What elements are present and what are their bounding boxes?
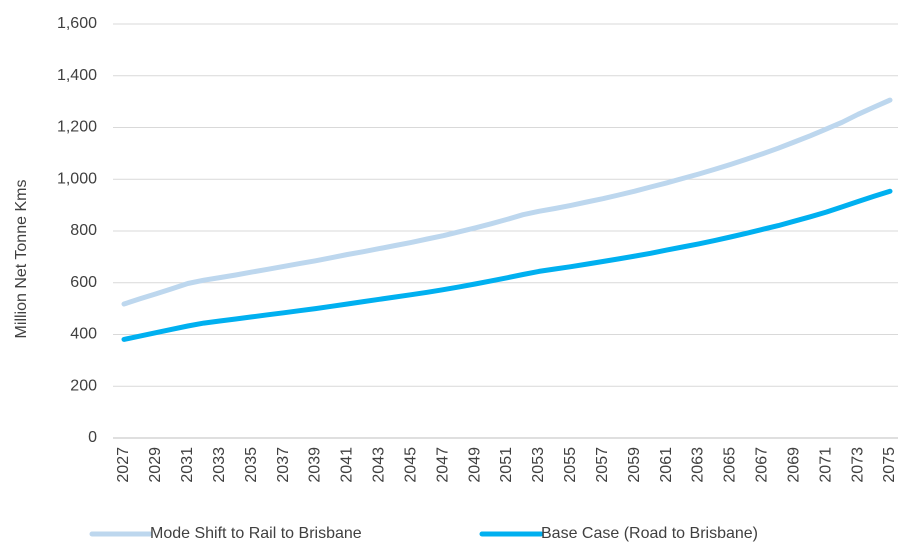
y-tick-label: 1,000 (57, 170, 97, 187)
x-tick-label: 2043 (371, 447, 388, 483)
x-tick-label: 2031 (179, 447, 196, 483)
y-tick-label: 200 (70, 377, 97, 394)
x-tick-label: 2033 (211, 447, 228, 483)
legend: Mode Shift to Rail to Brisbane Base Case … (89, 525, 758, 542)
y-tick-label: 1,400 (57, 67, 97, 84)
x-tick-label: 2075 (881, 447, 898, 483)
y-tick-label: 600 (70, 274, 97, 291)
x-tick-label: 2049 (466, 447, 483, 483)
legend-label: Mode Shift to Rail to Brisbane (150, 525, 362, 542)
x-tick-label: 2039 (307, 447, 324, 483)
x-tick-label: 2063 (690, 447, 707, 483)
y-tick-label: 800 (70, 222, 97, 239)
gridlines (113, 23, 898, 439)
x-tick-label: 2041 (339, 447, 356, 483)
y-tick-label: 1,200 (57, 119, 97, 136)
x-tick-label: 2059 (626, 447, 643, 483)
series-lines (121, 97, 893, 342)
y-axis-tick-labels: 0 200 400 600 800 1,000 1,200 1,400 1,600 (57, 15, 97, 446)
legend-label: Base Case (Road to Brisbane) (541, 525, 758, 542)
x-tick-label: 2069 (785, 447, 802, 483)
x-axis-tick-labels: 2027 2029 2031 2033 2035 2037 2039 2041 2043 2045… (115, 447, 898, 483)
x-tick-label: 2055 (562, 447, 579, 483)
y-tick-label: 400 (70, 326, 97, 343)
y-axis-title: Million Net Tonne Kms (13, 180, 30, 339)
x-tick-label: 2037 (275, 447, 292, 483)
y-tick-label: 1,600 (57, 15, 97, 32)
x-tick-label: 2045 (402, 447, 419, 483)
x-tick-label: 2047 (434, 447, 451, 483)
x-tick-label: 2051 (498, 447, 515, 483)
x-tick-label: 2027 (115, 447, 132, 483)
x-tick-label: 2071 (817, 447, 834, 483)
x-tick-label: 2053 (530, 447, 547, 483)
x-tick-label: 2057 (594, 447, 611, 483)
y-tick-label: 0 (88, 429, 97, 446)
x-tick-label: 2029 (147, 447, 164, 483)
x-tick-label: 2067 (754, 447, 771, 483)
x-tick-label: 2035 (243, 447, 260, 483)
x-tick-label: 2065 (722, 447, 739, 483)
series-line-1 (121, 97, 893, 307)
x-tick-label: 2061 (658, 447, 675, 483)
x-tick-label: 2073 (849, 447, 866, 483)
series-line-2 (121, 188, 893, 342)
